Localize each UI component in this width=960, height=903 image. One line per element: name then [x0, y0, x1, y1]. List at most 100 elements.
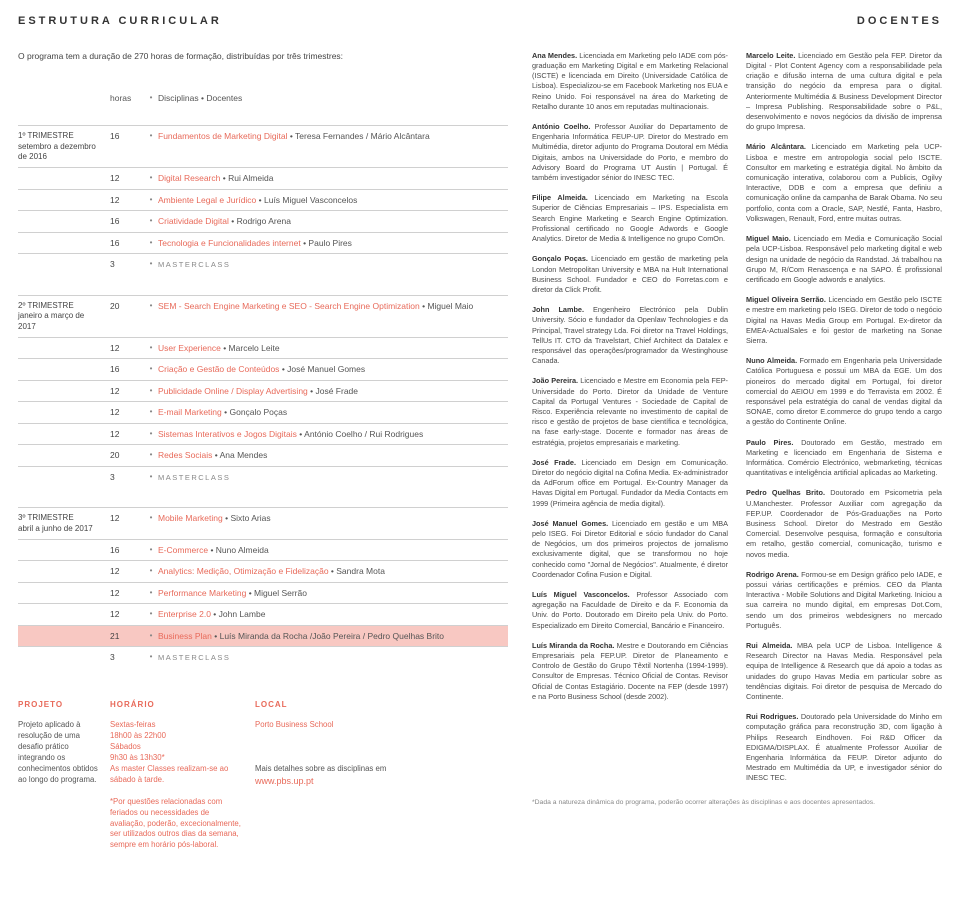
- table-row: 1º TRIMESTREsetembro a dezembro de 20161…: [18, 125, 508, 167]
- masterclass-label: MASTERCLASS: [158, 653, 230, 662]
- col-hours: horas: [110, 93, 144, 104]
- docente-name: • Miguel Maio: [422, 301, 473, 311]
- docente-name: • Gonçalo Poças: [224, 407, 287, 417]
- bio-name: José Manuel Gomes.: [532, 519, 608, 528]
- discipline-name: Fundamentos de Marketing Digital: [158, 131, 287, 141]
- bio-text: Formado em Engenharia pela Universidade …: [746, 356, 942, 426]
- bullet-icon: •: [144, 566, 158, 577]
- bio-entry: Gonçalo Poças. Licenciado em gestão de m…: [532, 254, 728, 295]
- table-row: 20•Redes Sociais • Ana Mendes: [18, 444, 508, 465]
- trimester-title: 1º TRIMESTRE: [18, 131, 102, 142]
- bullet-icon: •: [144, 652, 158, 663]
- bio-name: Luís Miguel Vasconcelos.: [532, 590, 630, 599]
- hours-value: 12: [110, 386, 144, 397]
- hours-value: 12: [110, 513, 144, 524]
- docente-name: • Teresa Fernandes / Mário Alcântara: [290, 131, 430, 141]
- docente-name: • Sandra Mota: [331, 566, 385, 576]
- curriculum-column: O programa tem a duração de 270 horas de…: [18, 51, 508, 851]
- docente-name: • Ana Mendes: [215, 450, 268, 460]
- docente-name: • Rodrigo Arena: [231, 216, 291, 226]
- page-header: ESTRUTURA CURRICULAR DOCENTES: [18, 14, 942, 29]
- bullet-icon: •: [144, 472, 158, 483]
- docente-name: • Sixto Arias: [225, 513, 271, 523]
- discipline-name: SEM - Search Engine Marketing e SEO - Se…: [158, 301, 420, 311]
- bio-entry: Marcelo Leite. Licenciado em Gestão pela…: [746, 51, 942, 133]
- bio-entry: John Lambe. Engenheiro Electrónico pela …: [532, 305, 728, 366]
- bio-name: António Coelho.: [532, 122, 590, 131]
- bio-name: Ana Mendes.: [532, 51, 577, 60]
- table-row: 12•Sistemas Interativos e Jogos Digitais…: [18, 423, 508, 444]
- hours-value: 16: [110, 364, 144, 375]
- bio-text: MBA pela UCP de Lisboa. Intelligence & R…: [746, 641, 942, 701]
- bio-text: Doutorado pela Universidade do Minho em …: [746, 712, 942, 782]
- hours-value: 12: [110, 407, 144, 418]
- bullet-icon: •: [144, 364, 158, 375]
- docentes-column: Ana Mendes. Licenciada em Marketing pelo…: [532, 51, 942, 851]
- table-row: 3•MASTERCLASS: [18, 646, 508, 667]
- discipline-name: Sistemas Interativos e Jogos Digitais: [158, 429, 297, 439]
- discipline-name: Enterprise 2.0: [158, 609, 211, 619]
- bullet-icon: •: [144, 450, 158, 461]
- bio-name: Mário Alcântara.: [746, 142, 806, 151]
- bio-entry: Paulo Pires. Doutorado em Gestão, mestra…: [746, 438, 942, 479]
- table-row: 12•Enterprise 2.0 • John Lambe: [18, 603, 508, 624]
- docente-name: • Nuno Almeida: [210, 545, 268, 555]
- bio-name: Marcelo Leite.: [746, 51, 795, 60]
- hours-value: 16: [110, 131, 144, 142]
- local-more: Mais detalhes sobre as disciplinas em: [255, 764, 508, 775]
- bio-name: José Frade.: [532, 458, 576, 467]
- hours-value: 12: [110, 429, 144, 440]
- bios-list: Ana Mendes. Licenciada em Marketing pelo…: [532, 51, 942, 784]
- discipline-name: Tecnologia e Funcionalidades internet: [158, 238, 301, 248]
- bio-name: Rodrigo Arena.: [746, 570, 799, 579]
- trimester-title: 2º TRIMESTRE: [18, 301, 102, 312]
- bio-entry: Miguel Oliveira Serrão. Licenciado em Ge…: [746, 295, 942, 346]
- bio-entry: Nuno Almeida. Formado em Engenharia pela…: [746, 356, 942, 427]
- bio-entry: Pedro Quelhas Brito. Doutorado em Psicom…: [746, 488, 942, 559]
- bullet-icon: •: [144, 216, 158, 227]
- footnote: *Dada a natureza dinâmica do programa, p…: [532, 798, 942, 807]
- bio-name: Miguel Oliveira Serrão.: [746, 295, 826, 304]
- bio-entry: Luís Miguel Vasconcelos. Professor Assoc…: [532, 590, 728, 631]
- hours-value: 16: [110, 545, 144, 556]
- bullet-icon: •: [144, 301, 158, 312]
- bullet-icon: •: [144, 429, 158, 440]
- horario-label: HORÁRIO: [110, 700, 245, 711]
- projeto-text: Projeto aplicado à resolução de uma desa…: [18, 720, 100, 785]
- horario-text: Sextas-feiras 18h00 às 22h00 Sábados 9h3…: [110, 720, 245, 851]
- bullet-icon: •: [144, 195, 158, 206]
- table-row: 16•Criação e Gestão de Conteúdos • José …: [18, 358, 508, 379]
- docente-name: • Rui Almeida: [223, 173, 274, 183]
- docente-name: • Paulo Pires: [303, 238, 352, 248]
- title-left: ESTRUTURA CURRICULAR: [18, 14, 222, 29]
- hours-value: 16: [110, 238, 144, 249]
- discipline-name: Performance Marketing: [158, 588, 246, 598]
- bio-entry: Ana Mendes. Licenciada em Marketing pelo…: [532, 51, 728, 112]
- bio-name: Paulo Pires.: [746, 438, 793, 447]
- docente-name: • Luís Miguel Vasconcelos: [259, 195, 358, 205]
- bullet-icon: •: [144, 131, 158, 142]
- table-row: 3•MASTERCLASS: [18, 466, 508, 487]
- table-row: 12•E-mail Marketing • Gonçalo Poças: [18, 401, 508, 422]
- bio-entry: José Frade. Licenciado em Design em Comu…: [532, 458, 728, 509]
- bio-entry: Rui Almeida. MBA pela UCP de Lisboa. Int…: [746, 641, 942, 702]
- bio-name: João Pereira.: [532, 376, 578, 385]
- bio-name: Rui Rodrigues.: [746, 712, 798, 721]
- discipline-name: User Experience: [158, 343, 221, 353]
- hours-value: 12: [110, 566, 144, 577]
- trimester-sub: janeiro a março de 2017: [18, 311, 102, 333]
- docente-name: • José Frade: [310, 386, 358, 396]
- table-row: 21•Business Plan • Luís Miranda da Rocha…: [18, 625, 508, 646]
- local-link[interactable]: www.pbs.up.pt: [255, 775, 508, 787]
- discipline-name: Digital Research: [158, 173, 220, 183]
- table-row: 12•Performance Marketing • Miguel Serrão: [18, 582, 508, 603]
- bio-text: Professor Auxiliar do Departamento de En…: [532, 122, 728, 182]
- bio-text: Doutorado em Psicometria pela U.Manchest…: [746, 488, 942, 558]
- bio-name: Pedro Quelhas Brito.: [746, 488, 825, 497]
- table-row: 2º TRIMESTREjaneiro a março de 2017 20•SE…: [18, 295, 508, 337]
- hours-value: 20: [110, 301, 144, 312]
- trimester-sub: abril a junho de 2017: [18, 524, 102, 535]
- bio-text: Licenciado e Mestre em Economia pela FEP…: [532, 376, 728, 446]
- hours-value: 21: [110, 631, 144, 642]
- table-row: 12•Ambiente Legal e Jurídico • Luís Migu…: [18, 189, 508, 210]
